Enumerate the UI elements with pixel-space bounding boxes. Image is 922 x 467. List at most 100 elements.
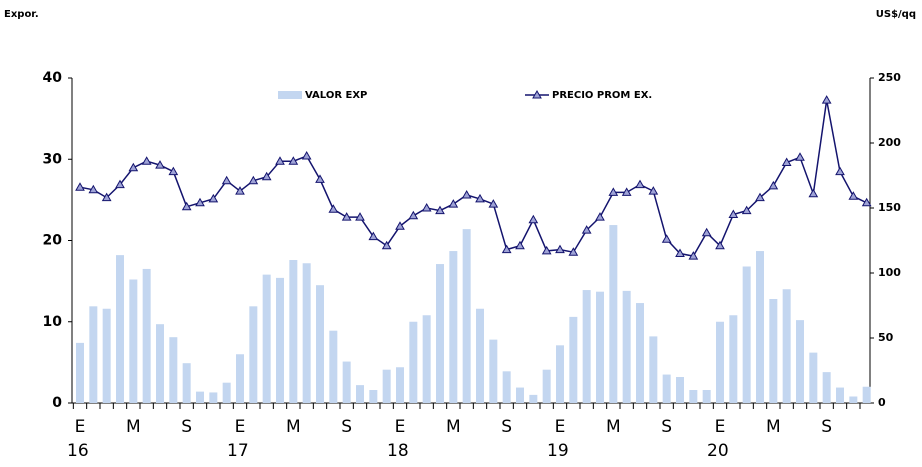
- legend-marker: [532, 89, 542, 99]
- y-tick-label: 30: [43, 151, 63, 167]
- bar: [862, 386, 871, 403]
- price-marker: [128, 162, 139, 172]
- x-tick-label: S: [821, 417, 832, 437]
- bar: [756, 251, 764, 403]
- bar: [116, 255, 124, 403]
- price-marker: [275, 156, 285, 165]
- bar: [89, 306, 98, 403]
- bar: [156, 324, 164, 403]
- x-tick-label: S: [661, 417, 672, 437]
- x-tick-label: E: [715, 417, 726, 437]
- bar: [342, 361, 351, 403]
- price-marker: [101, 192, 112, 202]
- x-tick-label: S: [341, 417, 352, 437]
- price-marker: [675, 248, 685, 257]
- price-marker: [395, 221, 405, 230]
- bar: [142, 268, 151, 403]
- bar: [796, 320, 804, 403]
- price-marker: [621, 187, 632, 196]
- year-label: 18: [387, 441, 409, 461]
- bar: [556, 345, 564, 403]
- price-marker: [261, 171, 272, 181]
- price-marker: [848, 191, 859, 200]
- price-marker: [715, 240, 725, 250]
- year-label: 19: [547, 441, 569, 461]
- bar: [542, 369, 551, 403]
- price-marker: [835, 166, 845, 176]
- x-tick-label: E: [395, 417, 406, 437]
- price-line: [79, 99, 867, 257]
- bar: [129, 279, 138, 403]
- y-tick-label: 10: [43, 314, 63, 330]
- bar: [249, 306, 258, 403]
- x-tick-label: E: [235, 417, 246, 437]
- price-marker: [595, 212, 605, 221]
- price-marker: [461, 189, 472, 199]
- price-marker: [555, 244, 565, 254]
- bar: [516, 387, 524, 403]
- price-marker: [168, 166, 179, 176]
- price-marker: [768, 180, 779, 190]
- price-marker: [221, 175, 232, 185]
- bar: [222, 382, 231, 403]
- price-marker: [728, 209, 739, 218]
- price-marker: [808, 188, 819, 198]
- bar: [236, 354, 244, 403]
- legend-swatch: [278, 91, 302, 99]
- bar: [502, 371, 511, 403]
- y-tick-label: 0: [52, 395, 62, 411]
- price-marker: [781, 157, 792, 166]
- price-marker: [448, 199, 459, 208]
- price-marker: [528, 214, 539, 224]
- x-tick-label: S: [501, 417, 512, 437]
- y2-tick-label: 200: [878, 136, 901, 149]
- x-tick-label: E: [555, 417, 566, 437]
- x-tick-label: M: [606, 417, 621, 437]
- bar: [369, 390, 378, 403]
- y2-tick-label: 150: [878, 201, 901, 214]
- bar: [476, 308, 484, 403]
- price-marker: [408, 210, 419, 220]
- y2-axis-title: US$/qq: [876, 9, 916, 20]
- price-marker: [88, 184, 99, 194]
- x-tick-label: M: [286, 417, 301, 437]
- bar: [676, 377, 684, 403]
- bar: [436, 264, 444, 403]
- price-marker: [155, 160, 165, 169]
- price-marker: [381, 240, 392, 250]
- x-tick-label: E: [75, 417, 86, 437]
- y2-tick-label: 250: [878, 71, 901, 84]
- year-label: 16: [67, 441, 89, 461]
- bar: [782, 289, 791, 403]
- price-marker: [821, 95, 832, 104]
- bar: [409, 321, 418, 403]
- bar: [102, 308, 111, 403]
- price-marker: [195, 197, 205, 207]
- price-marker: [355, 212, 365, 221]
- price-marker: [435, 205, 445, 215]
- y-tick-label: 40: [43, 70, 63, 86]
- bar: [662, 374, 671, 403]
- price-marker: [635, 179, 645, 189]
- price-marker: [755, 192, 765, 202]
- price-marker: [301, 150, 312, 160]
- price-marker: [368, 231, 379, 241]
- price-marker: [688, 251, 699, 260]
- y2-tick-label: 100: [878, 266, 901, 279]
- bar: [489, 339, 498, 403]
- bar: [716, 321, 724, 403]
- bar: [316, 285, 324, 403]
- bar: [302, 263, 311, 403]
- bar: [622, 290, 631, 403]
- bar: [569, 316, 578, 403]
- bar: [422, 315, 431, 403]
- price-marker: [701, 227, 712, 237]
- price-marker: [75, 182, 85, 191]
- bar: [182, 363, 191, 403]
- price-marker: [315, 174, 325, 183]
- bar: [742, 266, 751, 403]
- bar: [596, 291, 604, 403]
- bar: [769, 299, 778, 403]
- x-tick-label: S: [181, 417, 192, 437]
- x-tick-label: M: [446, 417, 461, 437]
